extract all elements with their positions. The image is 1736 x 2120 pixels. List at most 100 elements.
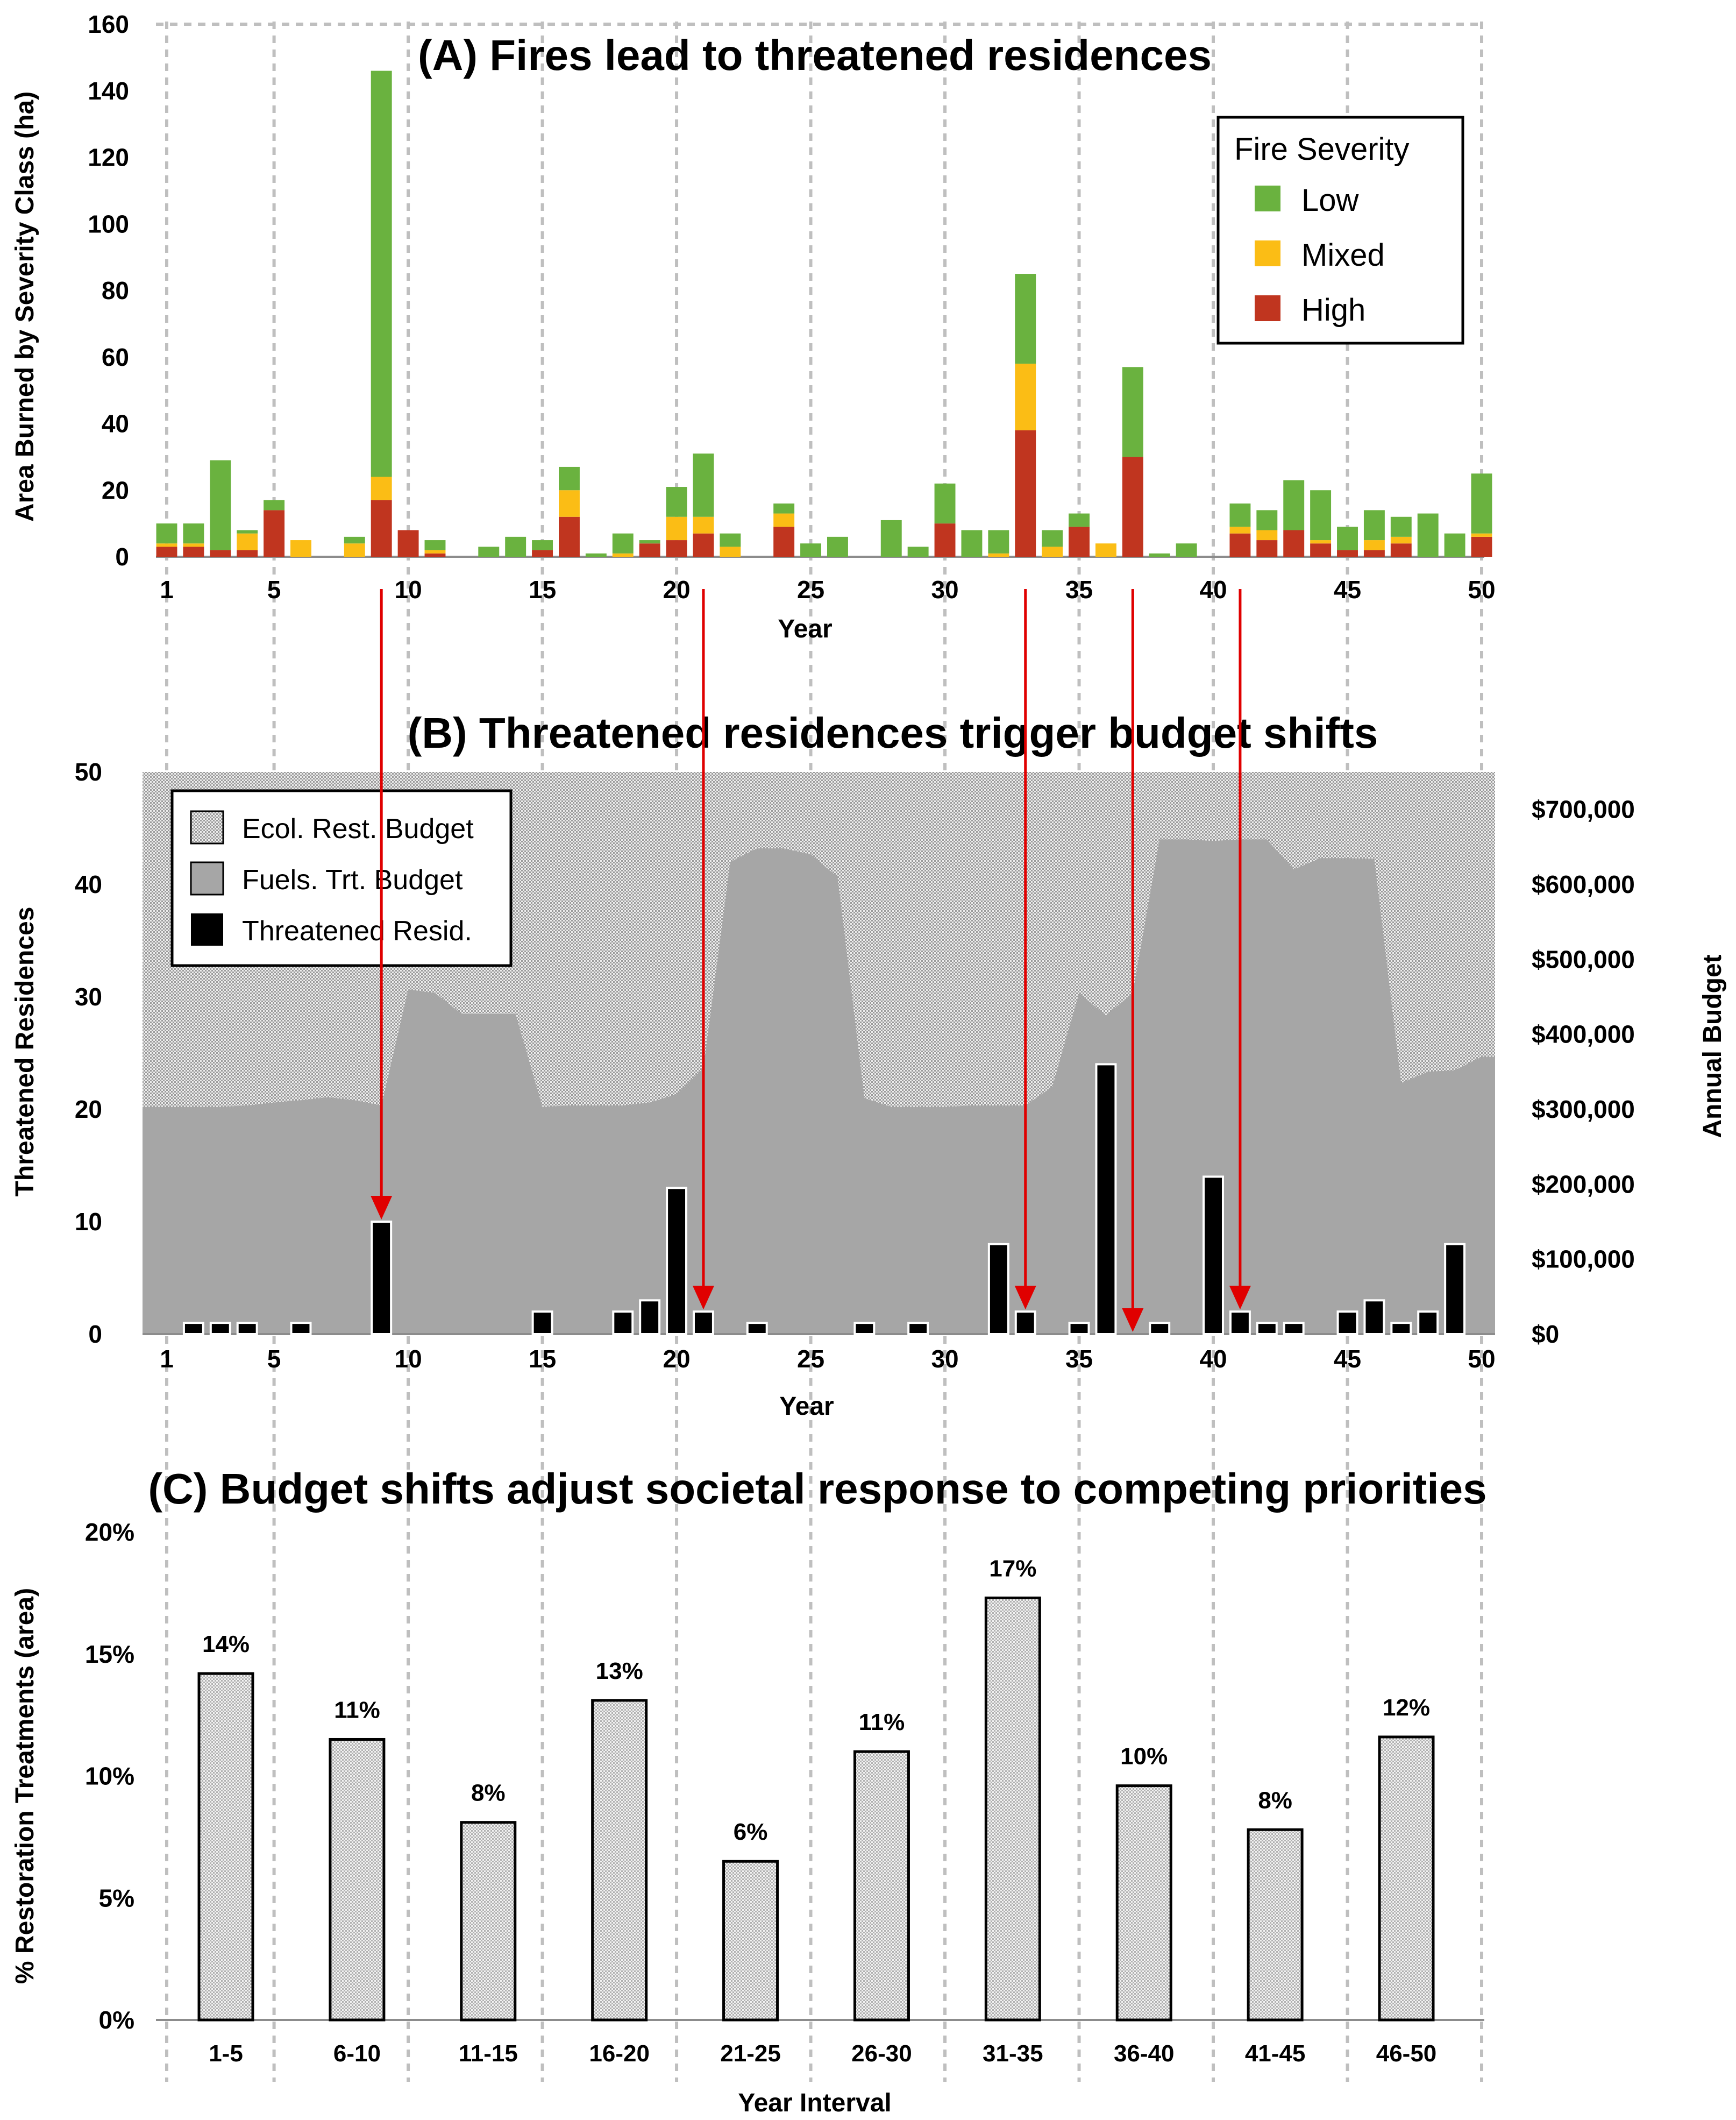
- bar-mixed-year-6: [290, 540, 311, 557]
- threatened-bar-year-4: [236, 1322, 258, 1336]
- panel-a-y-tick-label: 100: [88, 210, 129, 238]
- panel-b-y2-ticks: $0 $100,000 $200,000 $300,000 $400,000 $500,0…: [1532, 796, 1635, 1348]
- threatened-bar-year-15: [531, 1310, 553, 1335]
- bar-low-year-24: [773, 504, 795, 514]
- panel-b-x-ticks: 1 5 10 15 20 25 30 35 40 45 50: [160, 1345, 1495, 1373]
- restoration-data-label-1-5: 14%: [202, 1631, 250, 1657]
- panel-b-x-tick-label: 1: [160, 1345, 174, 1373]
- bar-low-year-21: [693, 453, 714, 517]
- panel-c-x-tick-label: 11-15: [459, 2040, 518, 2067]
- threatened-bar-year-32: [987, 1243, 1009, 1336]
- panel-a-y-tick-label: 80: [102, 276, 129, 304]
- panel-c-x-tick-label: 46-50: [1376, 2040, 1437, 2067]
- threatened-bar-year-18: [612, 1310, 634, 1335]
- panel-c-y-tick-label: 0%: [99, 2006, 134, 2034]
- bar-high-year-3: [210, 550, 231, 557]
- restoration-bar-31-35: [984, 1596, 1041, 2022]
- bar-mixed-year-47: [1390, 536, 1412, 544]
- panel-b-y2-tick-label: $400,000: [1532, 1020, 1635, 1048]
- bar-low-year-45: [1337, 527, 1358, 550]
- bar-mixed-year-22: [720, 547, 741, 557]
- panel-c-chart: 14% 11% 8% 13% 6% 11% 17% 10% 8% 12% 0% 5% 10% 15% 20…: [11, 1465, 1487, 2117]
- panel-b-x-tick-label: 35: [1065, 1345, 1093, 1373]
- arrow-head-year-9: [371, 1196, 393, 1219]
- panel-b-chart: 0 10 20 30 40 50 $0 $100,000 $200,000 $300,000 $4…: [11, 709, 1727, 1421]
- legend-threatened-label: Threatened Resid.: [242, 916, 472, 947]
- restoration-bar-16-20: [591, 1699, 648, 2022]
- restoration-bar-6-10: [329, 1738, 386, 2022]
- arrow-head-year-33: [1014, 1286, 1036, 1310]
- panel-c-y-tick-label: 5%: [99, 1884, 134, 1912]
- panel-a-y-tick-label: 20: [102, 476, 129, 504]
- bar-low-year-2: [183, 523, 204, 544]
- bar-mixed-year-18: [612, 553, 634, 557]
- panel-b-x-tick-label: 30: [931, 1345, 958, 1373]
- bar-high-year-46: [1363, 550, 1385, 557]
- fire-to-residence-arrows: [371, 589, 1251, 1332]
- panel-c-x-tick-label: 41-45: [1245, 2040, 1306, 2067]
- bar-low-year-33: [1015, 274, 1036, 364]
- restoration-data-label-11-15: 8%: [471, 1780, 506, 1806]
- panel-a-x-axis-label: Year: [778, 615, 832, 643]
- panel-b-legend: Ecol. Rest. Budget Fuels. Trt. Budget Th…: [170, 789, 513, 967]
- restoration-data-label-16-20: 13%: [596, 1658, 643, 1684]
- panel-a-x-tick-label: 5: [267, 576, 281, 604]
- bar-mixed-year-11: [424, 550, 446, 554]
- restoration-data-label-36-40: 10%: [1120, 1743, 1168, 1770]
- panel-a-y-tick-label: 140: [88, 77, 129, 105]
- threatened-bar-year-27: [853, 1322, 876, 1336]
- bar-low-year-30: [934, 483, 956, 524]
- panel-c-x-ticks: 1-5 6-10 11-15 16-20 21-25 26-30 31-35 36-40 41-…: [209, 2040, 1436, 2067]
- panel-c-y-ticks: 0% 5% 10% 15% 20%: [85, 1518, 134, 2034]
- panel-b-y2-tick-label: $0: [1532, 1320, 1559, 1348]
- bar-mixed-year-33: [1015, 364, 1036, 430]
- panel-c-x-tick-label: 36-40: [1114, 2040, 1175, 2067]
- bar-low-year-43: [1283, 480, 1305, 530]
- bar-mixed-year-1: [156, 543, 177, 547]
- panel-b-x-tick-label: 40: [1199, 1345, 1227, 1373]
- panel-a-legend: Fire Severity Low Mixed High: [1216, 116, 1464, 345]
- panel-a-x-tick-label: 35: [1065, 576, 1093, 604]
- panel-b-y2-tick-label: $600,000: [1532, 870, 1635, 898]
- bar-low-year-31: [961, 530, 983, 557]
- panel-b-x-tick-label: 50: [1468, 1345, 1495, 1373]
- panel-a-y-tick-label: 120: [88, 144, 129, 172]
- threatened-bar-year-20: [666, 1187, 688, 1336]
- threatened-bar-year-2: [182, 1322, 204, 1336]
- restoration-data-label-41-45: 8%: [1258, 1787, 1292, 1813]
- threatened-bar-year-49: [1444, 1243, 1466, 1336]
- panel-b-y-tick-label: 50: [75, 758, 102, 786]
- bar-mixed-year-24: [773, 513, 795, 527]
- restoration-bar-21-25: [722, 1860, 779, 2022]
- threatened-bar-year-19: [639, 1299, 661, 1336]
- threatened-bar-year-42: [1256, 1322, 1278, 1336]
- panel-b-y-tick-label: 30: [75, 983, 102, 1011]
- panel-a-x-tick-label: 50: [1468, 576, 1495, 604]
- panel-b-x-tick-label: 10: [394, 1345, 422, 1373]
- panel-a-x-tick-label: 1: [160, 576, 174, 604]
- bar-low-year-9: [371, 70, 392, 477]
- bar-low-year-13: [478, 547, 500, 557]
- panel-a-bars: [156, 70, 1492, 557]
- bar-low-year-49: [1444, 533, 1465, 557]
- bar-low-year-14: [505, 536, 527, 557]
- threatened-bar-year-43: [1283, 1322, 1305, 1336]
- bar-high-year-2: [183, 547, 204, 557]
- bar-low-year-22: [720, 533, 741, 547]
- bar-mixed-year-50: [1471, 533, 1492, 537]
- legend-fuels-trt-swatch: [190, 861, 224, 896]
- restoration-data-label-26-30: 11%: [859, 1709, 905, 1735]
- bar-high-year-33: [1015, 430, 1036, 557]
- legend-low-label: Low: [1301, 183, 1360, 218]
- bar-high-year-21: [693, 533, 714, 557]
- panel-a-x-tick-label: 20: [663, 576, 690, 604]
- restoration-data-label-21-25: 6%: [734, 1819, 768, 1845]
- panel-b-y-tick-label: 20: [75, 1095, 102, 1123]
- threatened-bar-year-41: [1229, 1310, 1251, 1335]
- legend-ecol-rest-swatch: [190, 810, 224, 845]
- restoration-bar-11-15: [460, 1821, 517, 2022]
- bar-high-year-11: [424, 553, 446, 557]
- arrow-head-year-21: [692, 1286, 714, 1310]
- panel-b-x-tick-label: 5: [267, 1345, 281, 1373]
